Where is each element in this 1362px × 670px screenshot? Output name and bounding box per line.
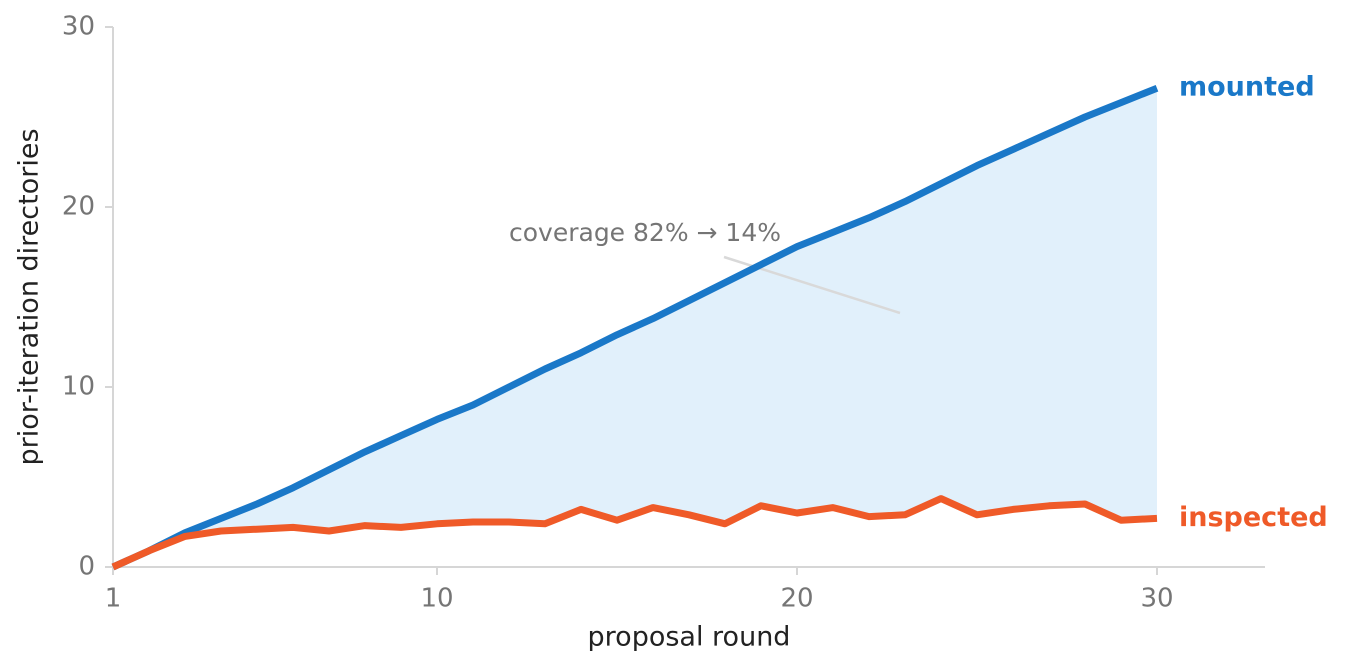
x-axis-label: proposal round — [588, 622, 791, 653]
y-tick-label: 10 — [62, 372, 95, 402]
y-tick-label: 20 — [62, 192, 95, 222]
x-tick-label: 30 — [1140, 584, 1173, 614]
x-tick-label: 20 — [780, 584, 813, 614]
y-tick-label: 30 — [62, 12, 95, 42]
series-line — [111, 495, 1158, 571]
y-tick-label: 0 — [78, 552, 95, 582]
y-axis-label: prior-iteration directories — [14, 128, 45, 465]
x-tick-label: 10 — [420, 584, 453, 614]
series-line — [111, 84, 1159, 571]
series-label: mounted — [1179, 72, 1315, 103]
series-label: inspected — [1179, 502, 1328, 533]
annotation: coverage 82% → 14% — [509, 218, 781, 247]
x-tick-label: 1 — [105, 584, 122, 614]
